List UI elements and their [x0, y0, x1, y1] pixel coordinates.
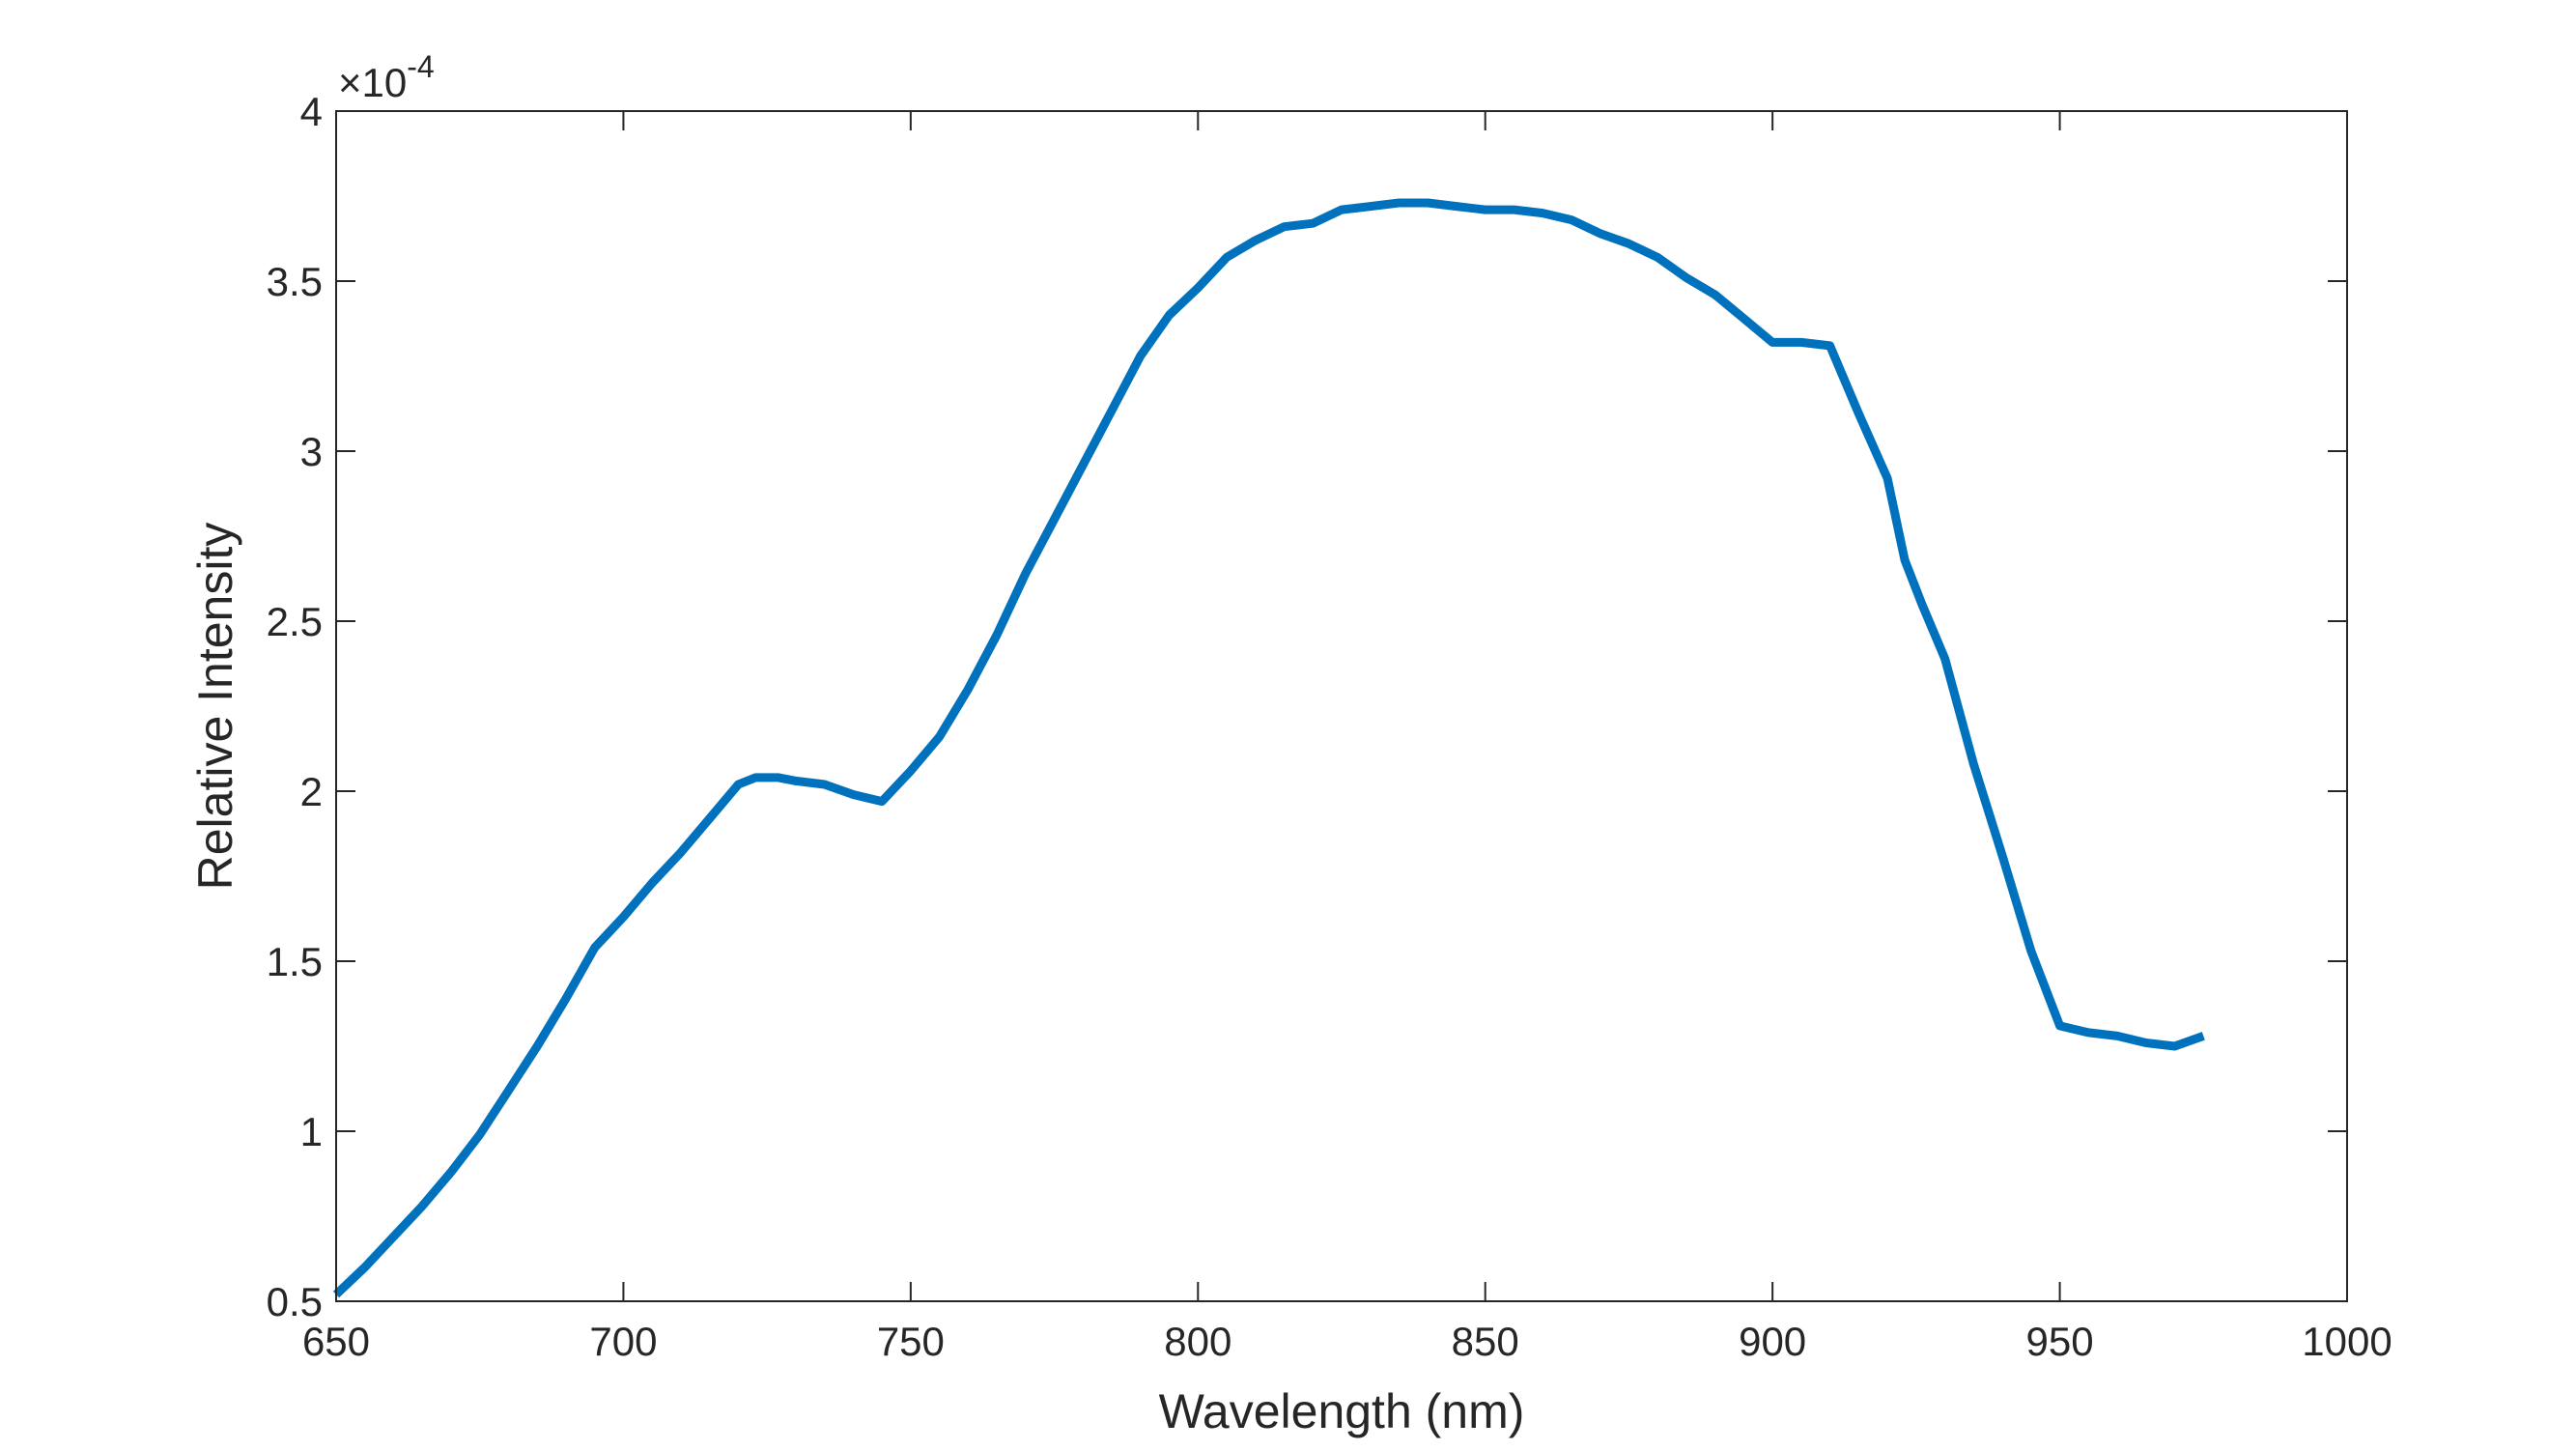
- x-tick-label: 850: [1452, 1319, 1519, 1364]
- plot-box: [335, 110, 2348, 1302]
- y-axis-title: Relative Intensity: [188, 523, 242, 891]
- x-tick-label: 950: [2026, 1319, 2094, 1364]
- y-tick-label: 2: [300, 769, 323, 814]
- y-tick-label: 1: [300, 1109, 323, 1154]
- x-tick-label: 700: [589, 1319, 657, 1364]
- plot-area: [336, 111, 2347, 1301]
- series-line-0: [332, 198, 2205, 1298]
- data-series: [332, 198, 2205, 1298]
- y-tick-label: 3.5: [267, 259, 323, 304]
- x-axis-title: Wavelength (nm): [1159, 1384, 1525, 1438]
- x-tick-label: 1000: [2302, 1319, 2392, 1364]
- y-tick-label: 1.5: [267, 939, 323, 984]
- y-exponent-power: -4: [407, 49, 434, 84]
- x-tick-label: 650: [302, 1319, 370, 1364]
- x-tick-label: 750: [877, 1319, 945, 1364]
- y-tick-label: 2.5: [267, 599, 323, 644]
- y-tick-label: 4: [300, 89, 323, 134]
- y-tick-label: 3: [300, 429, 323, 474]
- tick-labels: 650 700 750 800 850 900 950 1000 0.5 1 1.5 2 2.5 3 3.5…: [267, 89, 2392, 1364]
- y-tick-label: 0.5: [267, 1279, 323, 1324]
- x-tick-label: 800: [1164, 1319, 1231, 1364]
- y-exponent-label: ×10-4: [338, 49, 435, 105]
- x-tick-label: 900: [1739, 1319, 1806, 1364]
